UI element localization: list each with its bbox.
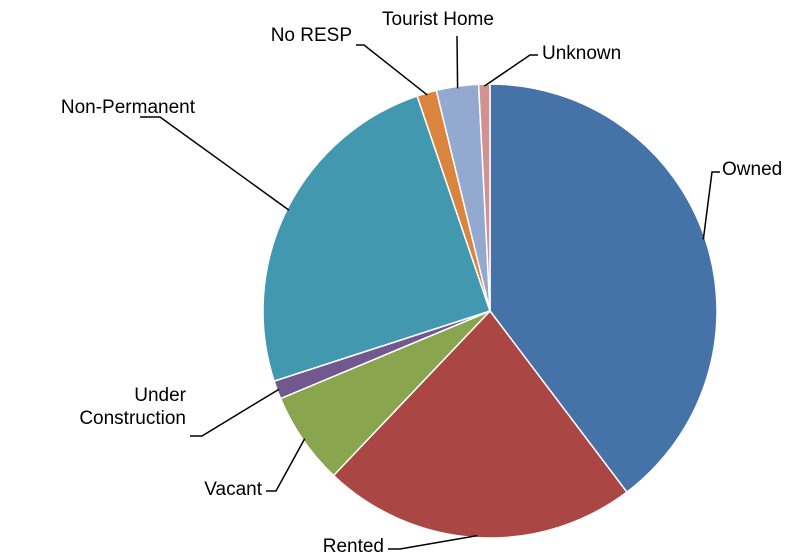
slice-label: Tourist Home (382, 9, 494, 30)
leader-line (483, 54, 538, 87)
leader-line (388, 534, 478, 550)
leader-line (356, 44, 428, 96)
slice-label: Non-Permanent (60, 97, 195, 118)
leader-line (456, 35, 459, 89)
leader-line (190, 388, 280, 437)
pie-slice (332, 309, 628, 539)
leader-line (266, 438, 306, 492)
slice-label: Owned (722, 159, 783, 180)
slice-label: Unknown (542, 43, 622, 64)
pie-slice (477, 83, 491, 312)
slice-label: Rented (322, 536, 384, 557)
slice-label: No RESP (270, 25, 352, 46)
leader-line (702, 171, 720, 240)
leader-line (140, 116, 290, 211)
slice-label: Under Construction (79, 385, 186, 429)
slice-label: Vacant (204, 479, 262, 500)
pie-slice (489, 83, 718, 494)
